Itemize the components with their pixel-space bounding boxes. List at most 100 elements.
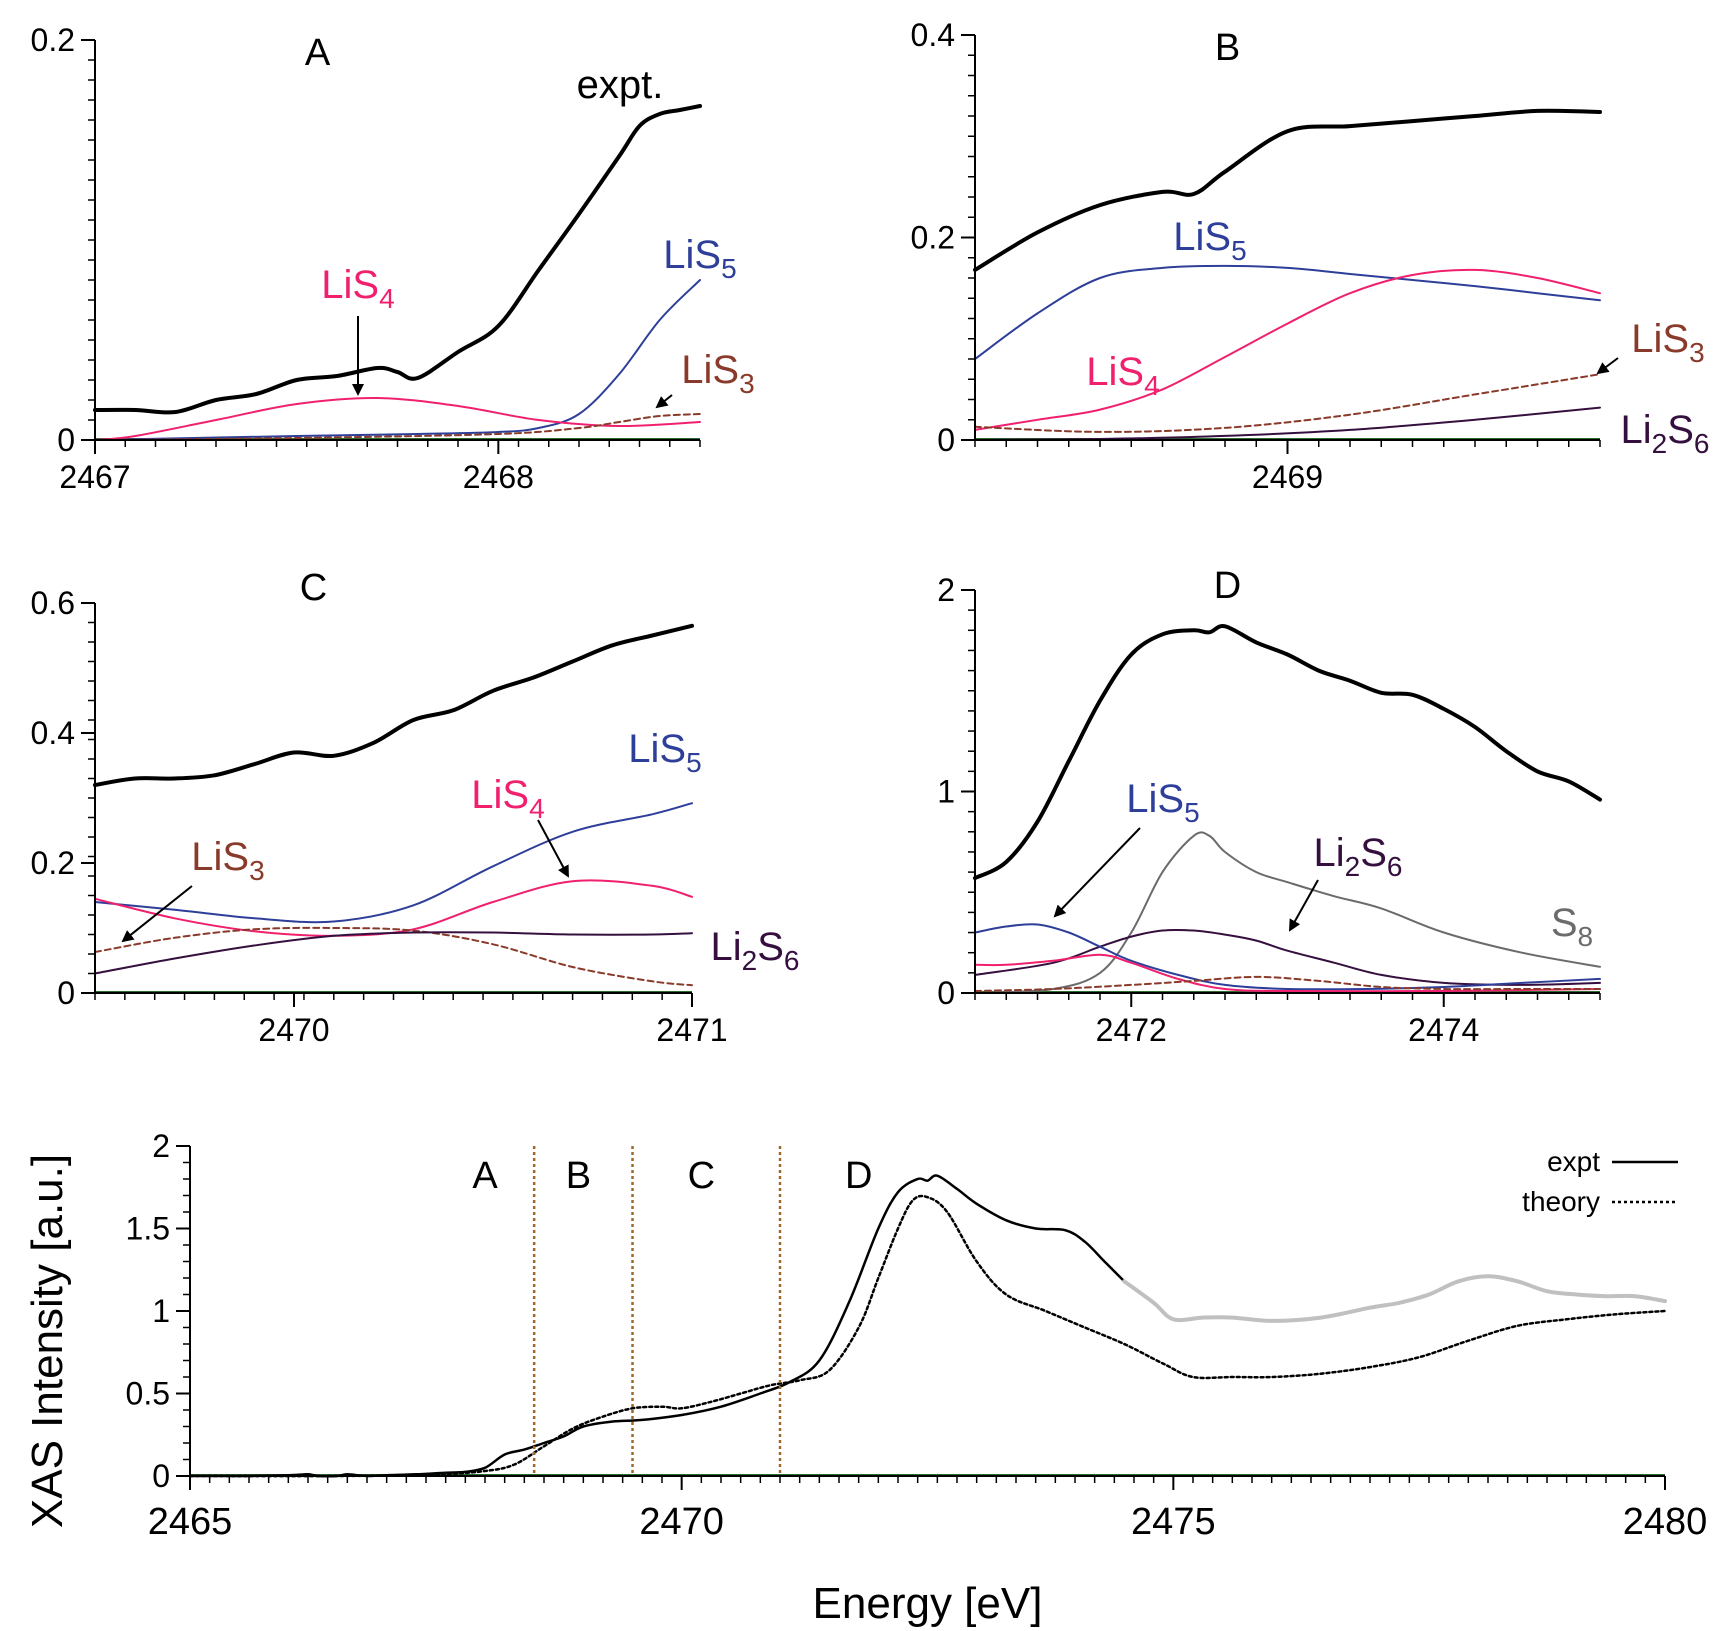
label-text: S <box>1360 831 1387 875</box>
series-label: Li2S6 <box>1314 831 1403 882</box>
x-tick-label: 2472 <box>1096 1012 1167 1048</box>
y-tick-label: 0.4 <box>911 17 955 53</box>
series-label: LiS3 <box>1631 317 1704 368</box>
label-subscript: 5 <box>1184 797 1200 828</box>
annotation-arrow <box>1053 827 1141 918</box>
y-tick-label: 0.4 <box>31 715 75 751</box>
y-tick-label: 2 <box>152 1128 170 1164</box>
y-tick-label: 0 <box>57 422 75 458</box>
series-line-expt <box>973 108 1602 272</box>
x-tick-label: 2475 <box>1131 1501 1216 1543</box>
label-text: LiS <box>1173 215 1231 259</box>
y-axis-title: XAS Intensity [a.u.] <box>23 1154 72 1528</box>
panel-title: D <box>1214 565 1241 607</box>
label-text: LiS <box>471 773 529 817</box>
y-tick-label: 1 <box>937 774 955 810</box>
x-tick-label: 2470 <box>639 1501 724 1543</box>
series-line-lis5 <box>974 923 1601 991</box>
y-tick-label: 0 <box>152 1458 170 1494</box>
series-line-s8 <box>974 831 1601 994</box>
label-subscript: 2 <box>1652 428 1668 459</box>
region-label: B <box>566 1155 591 1197</box>
series-line-lis4 <box>94 396 701 441</box>
series-label: Li2S6 <box>1621 408 1710 459</box>
y-tick-label: 2 <box>937 572 955 608</box>
series-line-expt-gray <box>1122 1274 1667 1323</box>
annotation-arrow <box>121 885 193 943</box>
label-subscript: 3 <box>249 855 265 886</box>
series-line-lis4 <box>94 879 693 937</box>
series-label: LiS4 <box>1086 350 1159 401</box>
series-line-lis3 <box>94 926 693 987</box>
label-text: LiS <box>681 348 739 392</box>
series-line-li2s6 <box>974 928 1601 986</box>
label-text: LiS <box>1631 317 1689 361</box>
series-line-expt <box>93 104 702 415</box>
series-line-lis5 <box>94 279 701 441</box>
panel-title: C <box>300 567 327 609</box>
series-line-expt <box>973 624 1602 881</box>
series-line-theory <box>188 1194 1667 1478</box>
annotation-arrow <box>655 394 673 409</box>
label-subscript: 2 <box>1345 851 1361 882</box>
label-subscript: 5 <box>721 253 737 284</box>
series-line-expt <box>188 1174 1126 1478</box>
series-line-expt <box>93 623 694 787</box>
region-label: A <box>472 1155 498 1197</box>
label-text: S <box>1551 901 1578 945</box>
annotation-arrow <box>1596 357 1619 375</box>
x-tick-label: 2474 <box>1408 1012 1479 1048</box>
x-tick-label: 2469 <box>1252 459 1323 495</box>
series-line-lis4 <box>974 953 1601 993</box>
region-label: C <box>688 1155 715 1197</box>
series-line-lis3 <box>974 373 1601 433</box>
panel-title: B <box>1215 27 1240 69</box>
label-text: Li <box>1621 408 1652 452</box>
series-label: LiS5 <box>1126 777 1199 828</box>
x-tick-label: 2465 <box>148 1501 233 1543</box>
x-tick-label: 2467 <box>59 459 130 495</box>
label-text: LiS <box>191 835 249 879</box>
label-text: LiS <box>628 727 686 771</box>
series-label: LiS5 <box>663 233 736 284</box>
label-subscript: 4 <box>379 283 395 314</box>
label-subscript: 2 <box>742 945 758 976</box>
label-subscript: 3 <box>1689 337 1705 368</box>
series-label: LiS3 <box>191 835 264 886</box>
y-tick-label: 0 <box>937 975 955 1011</box>
annotation-arrow <box>1289 879 1319 932</box>
series-label: S8 <box>1551 901 1593 952</box>
x-tick-label: 2471 <box>656 1012 727 1048</box>
series-label: LiS3 <box>681 348 754 399</box>
legend-label: theory <box>1522 1186 1600 1217</box>
label-text: S <box>757 925 784 969</box>
series-label: LiS4 <box>471 773 544 824</box>
label-subscript: 4 <box>529 793 545 824</box>
series-line-li2s6 <box>94 931 693 975</box>
series-line-lis4 <box>974 268 1601 431</box>
label-subscript: 6 <box>1387 851 1403 882</box>
annotation-arrow <box>537 819 569 878</box>
series-label: LiS5 <box>628 727 701 778</box>
y-tick-label: 1 <box>152 1293 170 1329</box>
label-text: LiS <box>1086 350 1144 394</box>
y-tick-label: 0 <box>937 422 955 458</box>
label-text: Li <box>1314 831 1345 875</box>
series-line-lis5 <box>94 802 693 924</box>
region-label: D <box>845 1155 872 1197</box>
label-text: LiS <box>321 263 379 307</box>
label-subscript: 4 <box>1144 370 1160 401</box>
panel-title: A <box>305 32 331 74</box>
y-tick-label: 1.5 <box>126 1211 170 1247</box>
y-tick-label: 0.2 <box>911 220 955 256</box>
series-label: expt. <box>577 63 664 107</box>
label-subscript: 3 <box>739 368 755 399</box>
series-line-lis5 <box>974 264 1601 360</box>
y-tick-label: 0.2 <box>31 22 75 58</box>
